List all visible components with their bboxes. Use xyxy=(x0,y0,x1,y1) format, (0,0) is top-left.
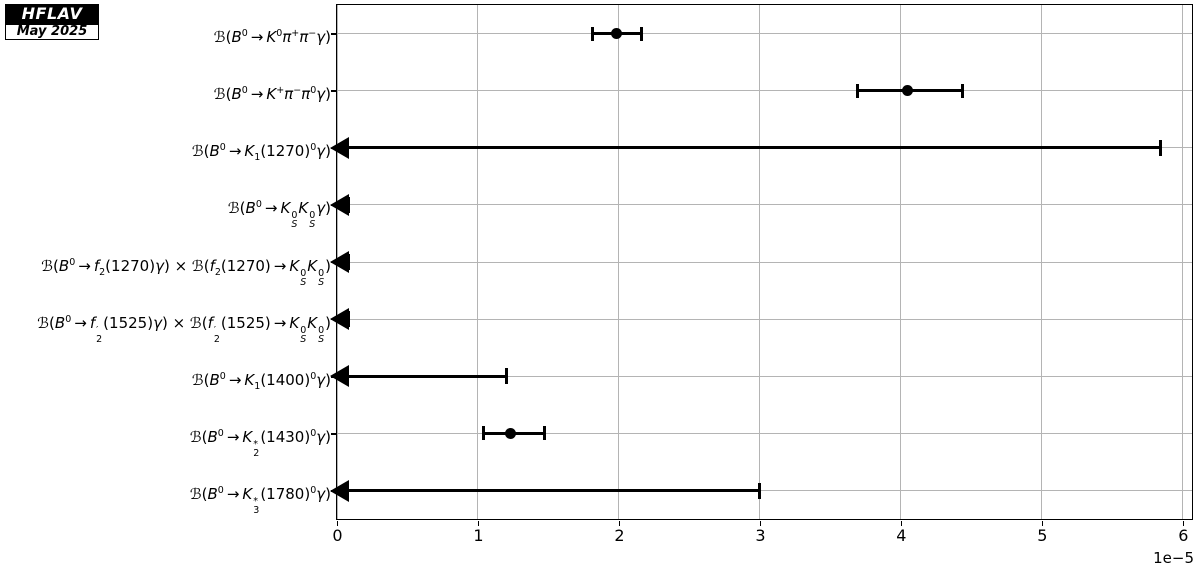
horizontal-gridline xyxy=(337,490,1192,491)
horizontal-gridline xyxy=(337,90,1192,92)
horizontal-gridline xyxy=(337,375,1192,377)
x-tick-label: 1 xyxy=(473,526,484,545)
data-point xyxy=(504,427,516,439)
y-tick-mark xyxy=(331,204,337,207)
hflav-logo: HFLAV May 2025 xyxy=(5,4,99,40)
error-bar-cap-left xyxy=(482,426,486,441)
row-label: ℬ(B0 → K+π−π0γ) xyxy=(213,85,331,104)
error-bar-cap-right xyxy=(542,426,546,441)
x-tick-mark xyxy=(1041,521,1044,526)
horizontal-gridline xyxy=(337,33,1192,34)
x-tick-label: 2 xyxy=(614,526,625,545)
upper-limit-cap xyxy=(504,368,508,385)
row-label: ℬ(B0 → K1(1270)0γ) xyxy=(191,142,331,164)
y-tick-mark xyxy=(331,33,337,35)
row-label: ℬ(B0 → f2(1270)γ) × ℬ(f2(1270) → K 0 S K 0 S) xyxy=(41,256,331,288)
x-tick-mark xyxy=(477,521,480,526)
upper-limit-line xyxy=(337,374,507,378)
y-tick-mark xyxy=(331,90,337,92)
left-arrowhead-icon xyxy=(330,193,349,216)
left-arrowhead-icon xyxy=(330,308,349,331)
row-label: ℬ(B0 → K * 2 (1430)0γ) xyxy=(189,427,331,459)
upper-limit-cap xyxy=(758,482,762,499)
left-arrowhead-icon xyxy=(330,365,349,388)
x-tick-mark xyxy=(336,521,339,526)
x-tick-label: 6 xyxy=(1178,526,1189,545)
y-tick-mark xyxy=(331,490,337,492)
upper-limit-line xyxy=(337,489,760,492)
left-arrowhead-icon xyxy=(330,136,349,159)
horizontal-gridline xyxy=(337,204,1192,206)
error-bar-cap-right xyxy=(961,83,965,98)
upper-limit-line xyxy=(337,146,1161,150)
x-tick-mark xyxy=(900,521,903,526)
left-arrowhead-icon xyxy=(330,479,349,502)
y-tick-mark xyxy=(331,433,337,435)
horizontal-gridline xyxy=(337,261,1192,263)
plot-area xyxy=(330,4,1193,520)
horizontal-gridline xyxy=(337,318,1192,320)
x-axis-offset-label: 1e−5 xyxy=(1153,549,1194,567)
row-label: ℬ(B0 → f ′ 2 (1525)γ) × ℬ(f ′ 2 (1525) → K 0 S K 0 S) xyxy=(37,313,331,345)
y-tick-mark xyxy=(331,376,337,378)
error-bar-cap-left xyxy=(590,26,594,41)
x-tick-label: 0 xyxy=(332,526,343,545)
x-tick-label: 5 xyxy=(1037,526,1048,545)
y-tick-mark xyxy=(331,261,337,264)
x-tick-mark xyxy=(618,521,621,526)
x-tick-mark xyxy=(1182,521,1185,526)
row-label: ℬ(B0 → K1(1400)0γ) xyxy=(191,370,331,392)
x-tick-label: 4 xyxy=(896,526,907,545)
logo-date: May 2025 xyxy=(6,23,98,39)
error-bar-cap-left xyxy=(855,83,859,98)
y-tick-mark xyxy=(331,147,337,149)
logo-title: HFLAV xyxy=(6,5,98,23)
error-bar-cap-right xyxy=(640,26,643,41)
data-point xyxy=(610,28,622,39)
left-arrowhead-icon xyxy=(330,251,349,273)
row-label: ℬ(B0 → K * 3 (1780)0γ) xyxy=(189,485,331,517)
y-tick-mark xyxy=(331,318,337,321)
horizontal-gridline xyxy=(337,432,1192,434)
data-point xyxy=(902,85,914,97)
x-tick-label: 3 xyxy=(755,526,766,545)
upper-limit-cap xyxy=(1158,139,1162,156)
row-label: ℬ(B0 → K0π+π−γ) xyxy=(213,28,331,46)
x-tick-mark xyxy=(759,521,762,526)
